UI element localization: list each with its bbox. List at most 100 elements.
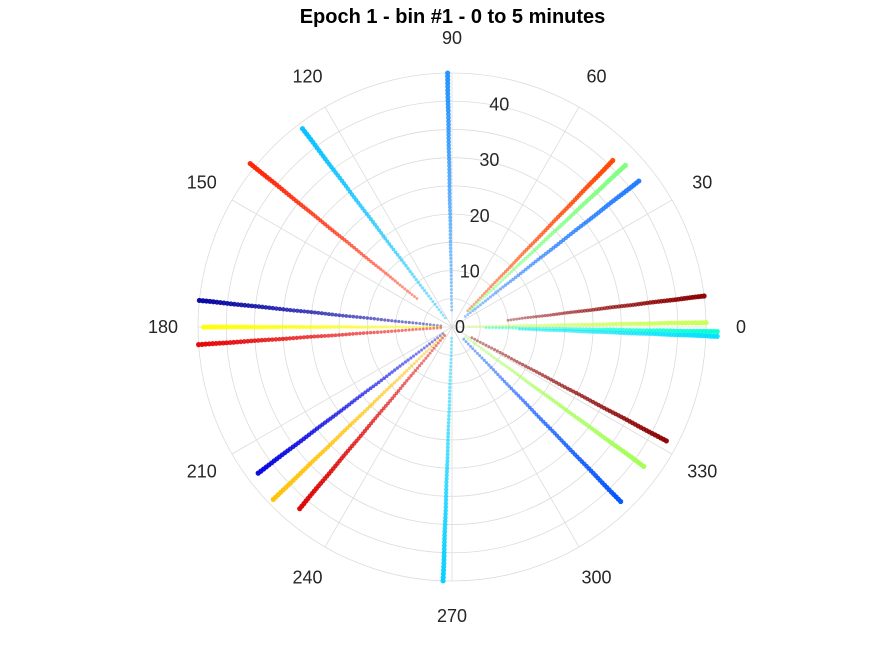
data-point bbox=[563, 323, 568, 327]
data-point bbox=[395, 366, 400, 370]
data-point bbox=[420, 354, 424, 358]
data-point bbox=[482, 348, 486, 352]
data-point bbox=[283, 324, 289, 330]
data-point bbox=[397, 329, 401, 333]
data-point bbox=[245, 324, 251, 330]
series-0 bbox=[445, 70, 454, 312]
data-point bbox=[392, 394, 397, 398]
series-13 bbox=[247, 160, 419, 300]
data-point bbox=[523, 364, 528, 368]
data-point bbox=[422, 352, 426, 356]
data-point bbox=[583, 329, 588, 334]
data-point bbox=[263, 337, 268, 343]
data-point bbox=[448, 243, 453, 247]
data-point bbox=[546, 376, 550, 380]
theta-gridline bbox=[324, 326, 453, 548]
data-point bbox=[518, 271, 523, 276]
data-point bbox=[388, 399, 392, 403]
data-point bbox=[498, 350, 502, 355]
data-point bbox=[387, 372, 392, 376]
data-point bbox=[443, 497, 449, 503]
data-point bbox=[342, 325, 347, 329]
data-point bbox=[555, 329, 559, 333]
data-point bbox=[624, 321, 630, 327]
data-point bbox=[571, 310, 576, 314]
data-point bbox=[312, 334, 317, 339]
data-point bbox=[484, 361, 489, 365]
r-tick-label: 0 bbox=[455, 317, 465, 337]
data-point bbox=[444, 473, 449, 478]
data-point bbox=[497, 276, 501, 280]
data-point bbox=[375, 330, 380, 334]
theta-tick-label: 240 bbox=[292, 567, 322, 587]
data-point bbox=[235, 324, 241, 330]
data-point bbox=[311, 325, 316, 330]
data-point bbox=[304, 324, 309, 330]
data-point bbox=[448, 236, 453, 240]
data-point bbox=[463, 315, 467, 318]
theta-gridline bbox=[451, 199, 673, 328]
data-point bbox=[481, 342, 485, 346]
data-point bbox=[245, 338, 251, 344]
data-point bbox=[617, 330, 622, 335]
data-point bbox=[478, 296, 482, 300]
data-point bbox=[474, 325, 478, 328]
data-point bbox=[411, 321, 415, 325]
data-point bbox=[443, 494, 449, 499]
data-point bbox=[495, 278, 499, 282]
data-point bbox=[337, 313, 342, 318]
data-point bbox=[517, 317, 521, 321]
data-point bbox=[580, 329, 585, 334]
data-point bbox=[559, 323, 564, 327]
data-point bbox=[449, 287, 453, 291]
data-point bbox=[597, 322, 602, 327]
data-point bbox=[446, 115, 451, 121]
data-point bbox=[428, 323, 432, 327]
data-point bbox=[517, 326, 521, 330]
data-point bbox=[512, 318, 516, 321]
data-point bbox=[535, 328, 539, 332]
data-point bbox=[503, 269, 508, 274]
data-point bbox=[501, 324, 505, 328]
data-point bbox=[448, 222, 453, 227]
data-point bbox=[612, 330, 617, 335]
data-point bbox=[590, 322, 595, 327]
data-point bbox=[508, 279, 513, 283]
data-point bbox=[351, 314, 356, 319]
data-point bbox=[449, 343, 453, 347]
data-point bbox=[448, 385, 452, 390]
data-point bbox=[509, 356, 513, 361]
data-point bbox=[631, 321, 637, 327]
data-point bbox=[366, 325, 371, 329]
data-point bbox=[462, 337, 466, 341]
data-point bbox=[665, 320, 671, 326]
data-point bbox=[514, 326, 518, 330]
data-point bbox=[397, 319, 401, 324]
data-point bbox=[528, 382, 532, 386]
data-point bbox=[383, 271, 388, 275]
data-point bbox=[607, 322, 612, 327]
data-point bbox=[552, 323, 557, 328]
data-point bbox=[549, 328, 553, 333]
data-point bbox=[444, 483, 449, 489]
data-point bbox=[436, 341, 440, 345]
data-point bbox=[538, 328, 542, 332]
theta-gridline bbox=[231, 199, 453, 328]
data-point bbox=[503, 283, 508, 287]
data-point bbox=[414, 352, 418, 356]
data-point bbox=[449, 350, 453, 354]
data-point bbox=[410, 293, 414, 297]
data-point bbox=[714, 328, 720, 335]
data-point bbox=[323, 311, 328, 316]
data-point bbox=[466, 313, 470, 316]
data-point bbox=[498, 375, 502, 379]
data-point bbox=[441, 557, 447, 563]
data-point bbox=[319, 334, 324, 339]
data-point bbox=[442, 522, 448, 527]
data-point bbox=[478, 340, 482, 344]
data-point bbox=[442, 333, 446, 337]
data-point bbox=[365, 316, 370, 320]
data-point bbox=[474, 342, 478, 346]
theta-tick-label: 90 bbox=[442, 28, 462, 48]
